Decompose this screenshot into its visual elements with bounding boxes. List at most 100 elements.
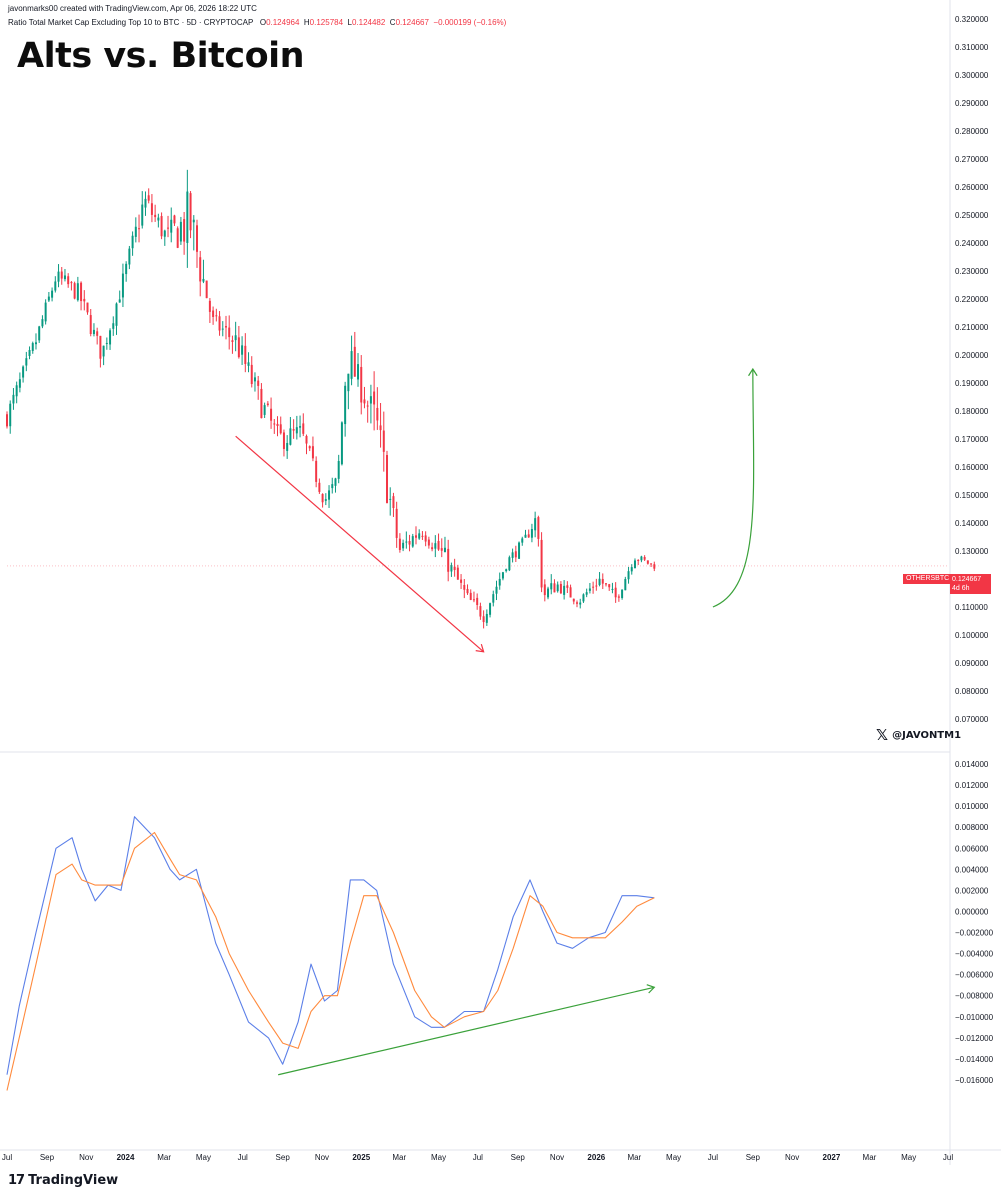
price-tick-label: 0.150000 [955,491,989,500]
time-tick-label: Nov [550,1153,564,1162]
candle-body [328,490,331,500]
candle-body [595,585,598,587]
candle-body [501,572,504,579]
candle-body [228,327,231,338]
tradingview-brand[interactable]: 17 TradingView [8,1173,118,1188]
indicator-slow-line [6,831,655,1091]
candle-body [63,275,66,280]
candle-body [379,425,382,431]
candle-body [514,551,517,558]
candle-body [67,276,70,285]
price-tick-label: 0.070000 [955,715,989,724]
candle-body [479,606,482,617]
bar-countdown: 4d 6h [952,585,970,592]
last-price-box: 0.124667 4d 6h [950,574,991,594]
candle-body [617,596,620,598]
time-tick-label: Jul [473,1153,483,1162]
candle-body [540,539,543,588]
time-tick-label: Nov [785,1153,799,1162]
candle-body [476,597,479,605]
candle-body [453,566,456,571]
candle-body [344,385,347,425]
candle-body [86,302,89,313]
candle-body [621,589,624,598]
candle-body [60,271,63,279]
candle-body [402,542,405,549]
author-handle-text: @JAVONTM1 [892,730,962,741]
candle-body [76,283,79,301]
candle-body [157,217,160,221]
candle-body [279,424,282,434]
candle-body [521,538,524,543]
time-tick-label: Mar [627,1153,641,1162]
divergence-arrow-head [646,984,656,994]
candle-body [340,422,343,465]
candle-body [447,548,450,572]
candle-body [292,429,295,431]
candle-body [205,280,208,299]
candle-body [566,585,569,588]
candle-body [286,442,289,451]
indicator-tick-label: 0.014000 [955,760,989,769]
candle-body [598,578,601,585]
candle-body [324,499,327,501]
candle-body [199,257,202,282]
candle-body [485,613,488,623]
change-value: −0.000199 (−0.16%) [433,18,507,27]
candle-body [302,423,305,434]
indicator-tick-label: 0.012000 [955,781,989,790]
candle-body [89,315,92,335]
candle-body [15,385,18,397]
candle-body [633,560,636,569]
candle-body [418,533,421,539]
candle-body [196,225,199,252]
chart-attribution: javonmarks00 created with TradingView.co… [8,4,257,13]
candle-body [128,248,131,265]
candle-body [150,203,153,215]
candle-body [392,496,395,509]
candle-body [386,455,389,503]
candle-body [353,346,356,377]
candle-body [588,588,591,591]
candle-body [363,399,366,404]
candle-body [241,345,244,355]
time-tick-label: May [431,1153,446,1162]
candle-body [543,584,546,596]
chart-title: Alts vs. Bitcoin [17,36,305,76]
candle-body [115,303,118,326]
candle-body [440,548,443,551]
candle-body [563,585,566,595]
price-tick-label: 0.280000 [955,127,989,136]
candle-body [163,230,166,237]
candle-body [434,543,437,549]
candle-body [592,586,595,588]
indicator-tick-label: 0.006000 [955,844,989,853]
candle-body [511,552,514,558]
candle-body [334,478,337,486]
candle-body [138,228,141,230]
low-value: 0.124482 [351,18,386,27]
price-tick-label: 0.230000 [955,267,989,276]
time-tick-label: 2027 [823,1153,841,1162]
candle-body [456,567,459,580]
candle-body [121,273,124,298]
candle-body [54,281,57,291]
candle-body [427,539,430,546]
candle-body [582,594,585,602]
candle-body [337,460,340,479]
candle-body [450,565,453,572]
indicator-tick-label: 0.010000 [955,802,989,811]
candle-body [611,588,614,590]
candle-body [369,396,372,404]
candle-body [154,214,157,218]
projection-arrow-head [748,367,758,377]
candle-body [537,517,540,539]
candle-body [160,216,163,237]
candle-body [289,428,292,445]
candle-body [437,540,440,550]
indicator-fast-line [6,816,655,1075]
price-tick-label: 0.240000 [955,239,989,248]
open-label: O [259,18,267,27]
symbol-price-badge: OTHERSBTC [903,574,953,584]
